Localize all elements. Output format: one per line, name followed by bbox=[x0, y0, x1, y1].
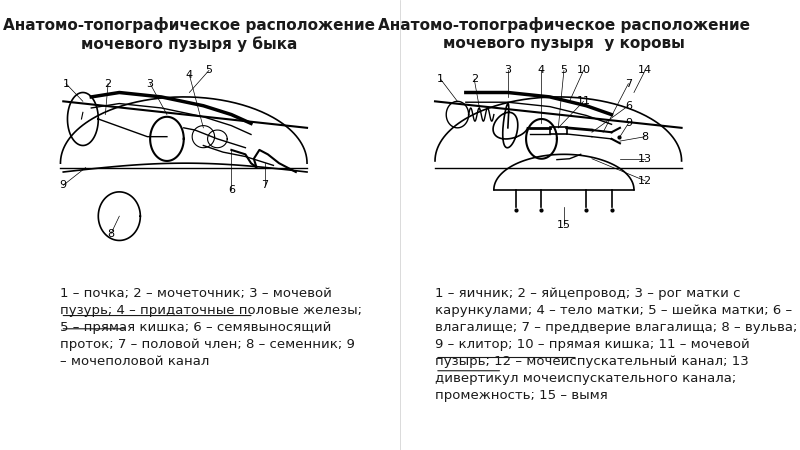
Text: 7: 7 bbox=[625, 79, 632, 89]
Text: 3: 3 bbox=[146, 79, 154, 89]
Text: 1: 1 bbox=[437, 74, 444, 84]
Text: 12: 12 bbox=[638, 176, 652, 186]
Text: 4: 4 bbox=[538, 65, 545, 76]
Text: 5: 5 bbox=[561, 65, 567, 76]
Text: 8: 8 bbox=[107, 229, 114, 239]
Text: 4: 4 bbox=[186, 70, 193, 80]
Text: Анатомо-топографическое расположение
мочевого пузыря  у коровы: Анатомо-топографическое расположение моч… bbox=[378, 18, 750, 51]
Text: 5: 5 bbox=[206, 65, 213, 76]
Text: 11: 11 bbox=[577, 96, 590, 106]
Text: 10: 10 bbox=[577, 65, 590, 76]
Text: 9: 9 bbox=[60, 180, 67, 190]
Text: 6: 6 bbox=[625, 101, 632, 111]
Text: 1 – яичник; 2 – яйцепровод; 3 – рог матки с
карункулами; 4 – тело матки; 5 – шей: 1 – яичник; 2 – яйцепровод; 3 – рог матк… bbox=[435, 287, 798, 402]
Text: 9: 9 bbox=[625, 118, 632, 128]
Text: 13: 13 bbox=[638, 154, 652, 164]
Text: 14: 14 bbox=[638, 65, 652, 76]
Text: 2: 2 bbox=[470, 74, 478, 84]
Text: 2: 2 bbox=[105, 79, 112, 89]
Bar bbox=[550, 127, 566, 135]
Text: 7: 7 bbox=[262, 180, 269, 190]
Text: 15: 15 bbox=[557, 220, 571, 230]
Text: Анатомо-топографическое расположение
мочевого пузыря у быка: Анатомо-топографическое расположение моч… bbox=[3, 18, 375, 52]
Text: 3: 3 bbox=[504, 65, 511, 76]
Text: 6: 6 bbox=[228, 184, 235, 195]
Text: 1: 1 bbox=[62, 79, 70, 89]
Text: 8: 8 bbox=[642, 132, 649, 142]
Text: 1 – почка; 2 – мочеточник; 3 – мочевой
пузурь; 4 – придаточные половые железы;
5: 1 – почка; 2 – мочеточник; 3 – мочевой п… bbox=[61, 287, 362, 368]
